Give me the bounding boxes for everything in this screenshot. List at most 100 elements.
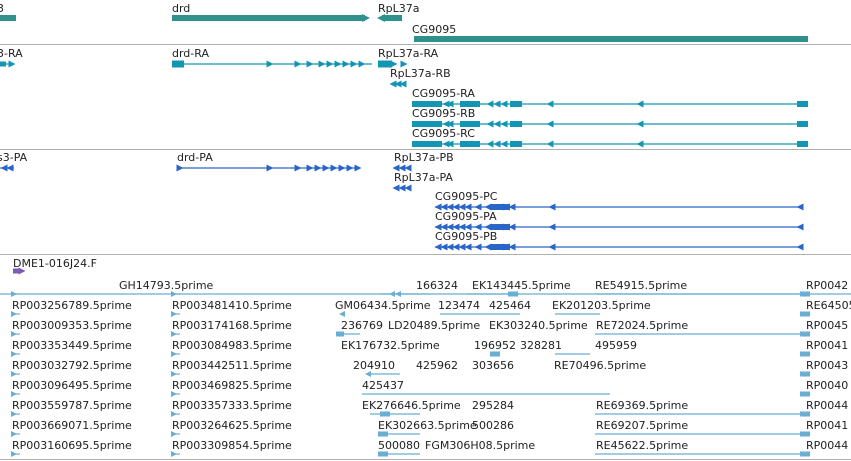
est-label[interactable]: 166324 bbox=[416, 279, 458, 292]
protein-label[interactable]: RpL37a-PA bbox=[394, 171, 453, 184]
est-label[interactable]: RP003084983.5prime bbox=[172, 339, 292, 352]
est-label[interactable]: RE64505 bbox=[806, 299, 851, 312]
est-label[interactable]: RE69369.5prime bbox=[596, 399, 689, 412]
exon-block bbox=[797, 101, 808, 107]
gene-label[interactable]: CG9095 bbox=[412, 23, 457, 36]
est-label[interactable]: 328281 bbox=[520, 339, 562, 352]
est-label[interactable]: RP003009353.5prime bbox=[12, 319, 132, 332]
est-label[interactable]: RP0045 bbox=[806, 319, 849, 332]
est-label[interactable]: RE69207.5prime bbox=[596, 419, 689, 432]
est-label[interactable]: RP003442511.5prime bbox=[172, 359, 292, 372]
forward-arrow-icon bbox=[171, 331, 177, 337]
protein-label[interactable]: drd-PA bbox=[177, 151, 213, 164]
protein-label[interactable]: CG9095-PA bbox=[435, 210, 497, 223]
reverse-arrow-icon bbox=[442, 120, 450, 128]
protein-label[interactable]: s3-PA bbox=[0, 151, 28, 164]
reverse-arrow-icon bbox=[440, 243, 448, 251]
est-label[interactable]: 123474 bbox=[438, 299, 480, 312]
est-label[interactable]: RP003481410.5prime bbox=[172, 299, 292, 312]
est-block bbox=[800, 371, 810, 377]
est-label[interactable]: RP003032792.5prime bbox=[12, 359, 132, 372]
est-label[interactable]: RP0041 bbox=[806, 419, 849, 432]
est-label[interactable]: FGM306H08.5prime bbox=[425, 439, 536, 452]
transcript-label[interactable]: RpL37a-RB bbox=[390, 67, 451, 80]
exon-block bbox=[510, 141, 522, 147]
transcript-label[interactable]: CG9095-RA bbox=[412, 87, 475, 100]
est-label[interactable]: RP003256789.5prime bbox=[12, 299, 132, 312]
est-label[interactable]: 425464 bbox=[489, 299, 531, 312]
reverse-arrow-icon bbox=[392, 164, 400, 172]
est-label[interactable]: 303656 bbox=[472, 359, 514, 372]
gene-label[interactable]: drd bbox=[172, 2, 191, 15]
forward-arrow-icon bbox=[11, 391, 17, 397]
transcript-label[interactable]: drd-RA bbox=[172, 47, 209, 60]
est-label[interactable]: GM06434.5prime bbox=[335, 299, 431, 312]
est-label[interactable]: RE54915.5prime bbox=[595, 279, 688, 292]
est-label[interactable]: RP0041 bbox=[806, 339, 849, 352]
est-label[interactable]: RE70496.5prime bbox=[554, 359, 647, 372]
protein-label[interactable]: CG9095-PB bbox=[435, 230, 498, 243]
reverse-arrow-icon bbox=[389, 291, 395, 297]
forward-arrow-icon bbox=[176, 164, 184, 172]
est-label[interactable]: EK176732.5prime bbox=[341, 339, 440, 352]
est-label[interactable]: LD20489.5prime bbox=[388, 319, 481, 332]
reverse-arrow-icon bbox=[484, 203, 492, 211]
est-label[interactable]: RP0042 bbox=[806, 279, 849, 292]
exon-block bbox=[490, 244, 510, 250]
est-label[interactable]: EK302663.5prime bbox=[378, 419, 477, 432]
est-label[interactable]: EK201203.5prime bbox=[552, 299, 651, 312]
est-label[interactable]: 500286 bbox=[472, 419, 514, 432]
est-label[interactable]: 425437 bbox=[362, 379, 404, 392]
est-label[interactable]: 295284 bbox=[472, 399, 514, 412]
est-label[interactable]: 500080 bbox=[378, 439, 420, 452]
est-label[interactable]: 236769 bbox=[341, 319, 383, 332]
transcript-label[interactable]: 3-RA bbox=[0, 47, 23, 60]
forward-arrow-icon bbox=[314, 164, 322, 172]
reverse-arrow-icon bbox=[434, 243, 442, 251]
transcript-label[interactable]: RpL37a-RA bbox=[378, 47, 439, 60]
est-label[interactable]: RP0043 bbox=[806, 359, 849, 372]
est-label[interactable]: 196952 bbox=[474, 339, 516, 352]
reverse-arrow-icon bbox=[458, 203, 466, 211]
est-label[interactable]: RP003669071.5prime bbox=[12, 419, 132, 432]
est-label[interactable]: EK276646.5prime bbox=[362, 399, 461, 412]
protein-label[interactable]: CG9095-PC bbox=[435, 190, 498, 203]
est-label[interactable]: RP003160695.5prime bbox=[12, 439, 132, 452]
est-label[interactable]: EK143445.5prime bbox=[472, 279, 571, 292]
reverse-arrow-icon bbox=[636, 100, 644, 108]
est-label[interactable]: RP003309854.5prime bbox=[172, 439, 292, 452]
est-label[interactable]: RE45622.5prime bbox=[596, 439, 689, 452]
protein-label[interactable]: RpL37a-PB bbox=[394, 151, 454, 164]
gene-label[interactable]: RpL37a bbox=[378, 2, 420, 15]
forward-arrow-icon bbox=[8, 60, 16, 68]
gene-label[interactable]: 3 bbox=[0, 2, 4, 15]
est-label[interactable]: RP003469825.5prime bbox=[172, 379, 292, 392]
est-label[interactable]: RP003174168.5prime bbox=[172, 319, 292, 332]
reverse-arrow-icon bbox=[446, 223, 454, 231]
est-label[interactable]: RP003559787.5prime bbox=[12, 399, 132, 412]
est-label[interactable]: 495959 bbox=[595, 339, 637, 352]
est-label[interactable]: GH14793.5prime bbox=[119, 279, 214, 292]
est-label[interactable]: RP003264625.5prime bbox=[172, 419, 292, 432]
reverse-arrow-icon bbox=[796, 243, 804, 251]
est-label[interactable]: 204910 bbox=[353, 359, 395, 372]
est-label[interactable]: RP0040 bbox=[806, 379, 849, 392]
est-label[interactable]: RP0044 bbox=[806, 439, 849, 452]
reverse-arrow-icon bbox=[464, 243, 472, 251]
transcript-label[interactable]: CG9095-RB bbox=[412, 107, 476, 120]
reverse-arrow-icon bbox=[398, 164, 406, 172]
forward-arrow-icon bbox=[306, 164, 314, 172]
est-label[interactable]: RE72024.5prime bbox=[596, 319, 689, 332]
est-label[interactable]: RP003353449.5prime bbox=[12, 339, 132, 352]
est-label[interactable]: RP003357333.5prime bbox=[172, 399, 292, 412]
forward-arrow-icon bbox=[11, 451, 17, 457]
est-label[interactable]: RP003096495.5prime bbox=[12, 379, 132, 392]
transcript-label[interactable]: CG9095-RC bbox=[412, 127, 475, 140]
clone-label[interactable]: DME1-016J24.F bbox=[13, 257, 97, 270]
reverse-arrow-icon bbox=[442, 100, 450, 108]
reverse-arrow-icon bbox=[486, 140, 494, 148]
est-label[interactable]: EK303240.5prime bbox=[489, 319, 588, 332]
est-label[interactable]: RP0044 bbox=[806, 399, 849, 412]
est-label[interactable]: 425962 bbox=[416, 359, 458, 372]
